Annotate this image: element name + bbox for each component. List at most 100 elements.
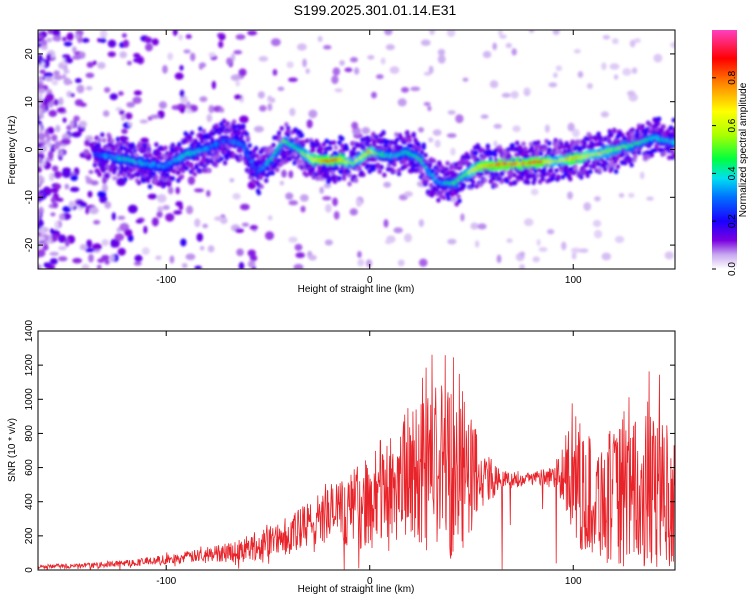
spectrogram-ridge-halo <box>357 166 362 171</box>
spectrogram-noise-cell <box>99 37 107 43</box>
spectrogram-noise-cell <box>492 42 497 51</box>
spectrogram-ridge-halo <box>361 172 366 178</box>
spectrogram-ridge-halo <box>332 178 338 184</box>
spectrogram-ridge-halo <box>110 138 115 144</box>
spectrogram-noise-cell <box>446 133 457 138</box>
spectrogram-noise-cell <box>86 239 93 248</box>
spectrogram-noise-cell <box>196 232 204 242</box>
spectrogram-noise-cell <box>357 250 362 259</box>
spectrogram-noise-cell <box>89 206 99 215</box>
spectrogram-noise-cell <box>76 130 82 136</box>
spectrogram-noise-cell <box>455 114 464 124</box>
spectrogram-noise-cell <box>288 236 298 243</box>
spectrogram-noise-cell <box>62 117 67 123</box>
spectrogram-noise-cell <box>165 213 175 222</box>
spectrogram-noise-cell <box>450 147 456 156</box>
spectrogram-ridge-halo <box>390 168 395 173</box>
spectrogram-noise-cell <box>76 84 85 94</box>
spectrogram-noise-cell <box>267 215 273 221</box>
spectrogram-noise-cell <box>344 67 353 73</box>
spectrogram-noise-cell <box>61 169 72 178</box>
spectrogram-noise-cell <box>586 83 593 89</box>
spectrogram-ridge-halo <box>525 180 531 185</box>
spectrogram-noise-cell <box>639 171 645 180</box>
spectrogram-ridge-halo <box>521 141 526 147</box>
spectrogram-ridge-halo <box>315 176 320 181</box>
spectrogram-ridge-halo <box>532 140 537 146</box>
spectrogram-noise-cell <box>272 69 278 76</box>
spectrogram-noise-cell <box>56 197 64 202</box>
spectrogram-ridge-halo <box>113 165 119 171</box>
spectrogram-ridge-halo <box>351 151 357 156</box>
spectrogram-ridge-halo <box>235 130 241 136</box>
spectrogram-ridge-halo <box>205 160 210 166</box>
spectrogram-noise-cell <box>267 103 273 111</box>
spectrogram-ridge-halo <box>261 171 266 177</box>
spectrogram-noise-cell <box>627 90 636 97</box>
spectrogram-noise-cell <box>54 220 60 230</box>
spectrogram-ridge-halo <box>672 134 675 139</box>
spectrogram-noise-cell <box>356 198 362 207</box>
spectrogram-noise-cell <box>235 34 246 40</box>
spectrogram-ridge-halo <box>116 141 121 147</box>
spectrogram-noise-cell <box>498 30 503 36</box>
spectrogram-noise-cell <box>267 95 273 103</box>
spectrogram-noise-cell <box>324 239 333 246</box>
spectrogram-noise-cell <box>133 57 142 63</box>
spectrogram-noise-cell <box>151 38 159 46</box>
spectrogram-ridge-halo <box>268 147 274 153</box>
spectrogram-noise-cell <box>38 54 43 60</box>
spectrogram-noise-cell <box>532 256 540 263</box>
spectrogram-ridge-halo <box>254 153 260 159</box>
spectrogram-noise-cell <box>253 125 264 133</box>
spectrogram-ridge-halo <box>247 143 252 148</box>
spectrogram-ridge-halo <box>528 168 534 174</box>
spectrogram-noise-cell <box>293 263 304 269</box>
spectrogram-ridge-halo <box>225 121 230 126</box>
spectrogram-noise-cell <box>555 65 563 72</box>
spectrogram-ridge-halo <box>214 123 219 129</box>
colorbar: 0.0 0.2 0.4 0.6 0.8 Normalized spectral ampl… <box>712 30 749 276</box>
spectrogram-ridge-halo <box>536 173 541 178</box>
spectrogram-noise-cell <box>110 238 118 248</box>
spectrogram-noise-cell <box>122 39 130 48</box>
spectrogram-ridge-halo <box>550 176 556 182</box>
spectrogram-ridge-halo <box>221 118 227 124</box>
spectrogram-noise-cell <box>43 72 54 78</box>
spectrogram-noise-cell <box>361 127 371 135</box>
spectrogram-noise-cell <box>102 110 110 117</box>
spectrogram-noise-cell <box>62 73 67 80</box>
spectrogram-noise-cell <box>47 150 54 160</box>
spectrogram-ridge-halo <box>581 144 587 150</box>
spectrogram-noise-cell <box>92 60 98 66</box>
spectrogram-noise-cell <box>202 223 208 229</box>
spectrogram-noise-cell <box>74 33 81 39</box>
spectrogram-ridge-halo <box>377 169 383 175</box>
spectrogram-noise-cell <box>125 112 133 120</box>
spectrogram-noise-cell <box>365 259 373 268</box>
spectrogram-ridge-halo <box>96 144 101 150</box>
spectrogram-ridge-halo <box>379 164 384 170</box>
spectrogram-ridge-halo <box>445 160 450 166</box>
spectrogram-ridge-halo <box>192 171 198 177</box>
spectrogram-xlabel: Height of straight line (km) <box>298 284 415 295</box>
spectrogram-noise-cell <box>51 134 58 142</box>
spectrogram-ridge-halo <box>170 176 176 181</box>
spectrogram-noise-cell <box>299 194 309 202</box>
spectrogram-noise-cell <box>234 94 242 100</box>
spectrogram-ridge-halo <box>396 171 402 177</box>
spectrogram-ridge-halo <box>547 140 552 146</box>
spectrogram-ridge-halo <box>322 163 328 168</box>
spectrogram-ridge-halo <box>232 124 238 130</box>
spectrogram-ridge-halo <box>597 167 602 172</box>
spectrogram-noise-cell <box>109 93 118 101</box>
spectrogram-noise-cell <box>64 69 70 74</box>
spectrogram-ridge-halo <box>470 183 475 189</box>
spectrogram-ridge-halo <box>145 178 151 184</box>
spectrogram-noise-cell <box>118 91 124 96</box>
spectrogram-ridge-halo <box>554 150 559 156</box>
spectrogram-noise-cell <box>38 157 42 163</box>
spectrogram-noise-cell <box>371 91 377 99</box>
spectrogram-noise-cell <box>670 41 675 49</box>
spectrogram-noise-cell <box>447 238 457 245</box>
